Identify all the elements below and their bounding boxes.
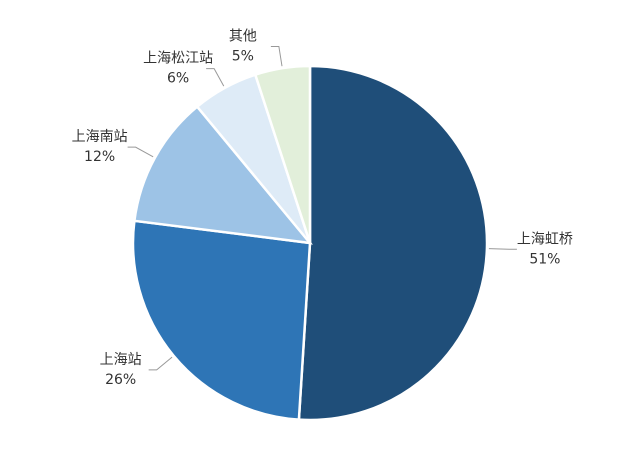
value-label: 12% [84,149,115,165]
slice-label: 上海虹桥 [517,231,573,247]
leader-line [270,45,283,67]
leader-line [488,248,517,250]
leader-line [127,146,154,158]
slice-label: 上海松江站 [143,51,213,67]
pie-slice [253,64,312,244]
pie-slice [297,64,489,422]
value-label: 26% [105,372,136,388]
value-label: 51% [529,251,560,267]
value-label: 5% [232,48,254,64]
leader-line [148,356,173,371]
leader-line [206,68,225,87]
slice-label: 其他 [229,28,257,44]
pie-slice [132,104,313,245]
value-label: 6% [167,71,189,87]
slice-label: 上海站 [100,352,142,368]
pie-slice [131,219,312,421]
slice-label: 上海南站 [72,129,128,145]
